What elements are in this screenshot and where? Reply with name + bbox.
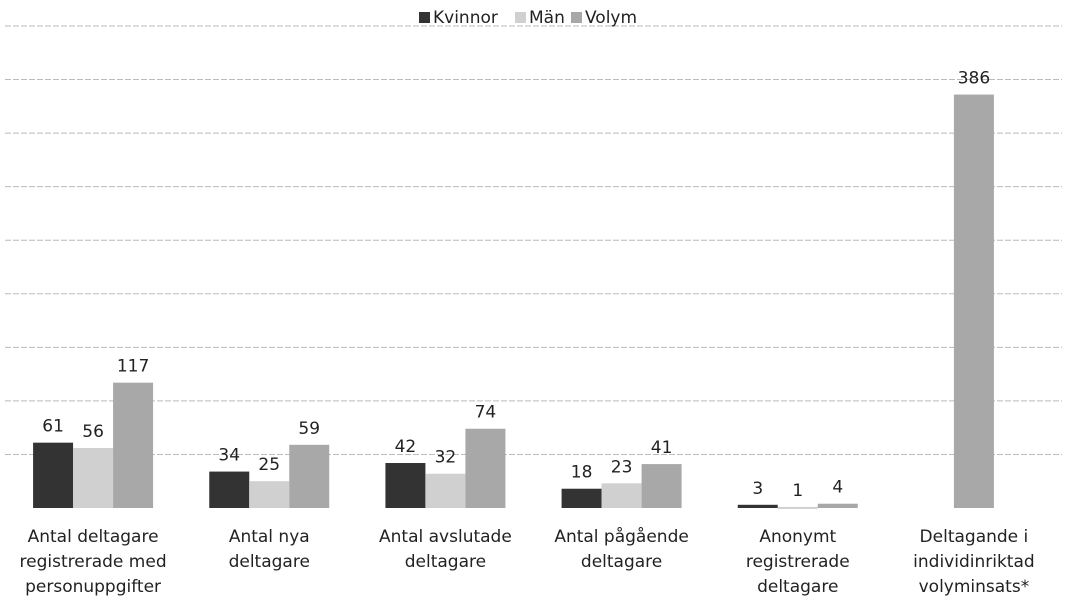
data-label: 4	[832, 478, 843, 498]
bar	[817, 503, 858, 508]
data-label: 23	[611, 457, 633, 477]
data-label: 117	[117, 357, 149, 377]
legend-swatch	[419, 12, 430, 23]
data-label: 32	[435, 448, 457, 468]
x-tick-label: Deltagande i individinriktad volyminsats*	[913, 527, 1035, 597]
legend-label: Män	[529, 8, 565, 28]
data-label: 18	[571, 463, 593, 483]
x-tick-label: Anonymt registrerade deltagare	[746, 527, 850, 597]
data-label: 74	[475, 403, 497, 423]
data-label: 61	[42, 417, 64, 437]
data-label: 59	[298, 419, 320, 439]
x-tick-label: Antal nya deltagare	[229, 527, 310, 572]
legend-swatch	[515, 12, 526, 23]
bar	[465, 428, 506, 508]
bar	[289, 444, 330, 508]
bar	[777, 506, 818, 509]
bar	[737, 504, 778, 508]
legend-label: Volym	[585, 8, 637, 28]
x-tick-label: Antal deltagare registrerade med personupp…	[20, 527, 167, 597]
x-tick-label: Antal avslutade deltagare	[379, 527, 512, 572]
data-label: 34	[218, 446, 240, 466]
legend-label: Kvinnor	[433, 8, 498, 28]
data-label: 1	[792, 481, 803, 501]
bar	[113, 382, 154, 508]
bar	[561, 488, 602, 508]
data-label: 25	[258, 455, 280, 475]
bar	[601, 483, 642, 508]
bar	[425, 473, 466, 508]
bar	[385, 463, 426, 508]
bar	[209, 471, 250, 508]
data-label: 41	[651, 438, 673, 458]
legend-swatch	[571, 12, 582, 23]
bar	[73, 448, 114, 508]
bar	[249, 481, 290, 508]
data-label: 3	[752, 479, 763, 499]
bar	[33, 442, 74, 508]
data-label: 386	[958, 69, 990, 89]
bar	[953, 94, 994, 508]
data-label: 42	[395, 437, 417, 457]
data-label: 56	[82, 422, 104, 442]
x-tick-label: Antal pågående deltagare	[554, 526, 689, 572]
bar	[641, 464, 682, 508]
